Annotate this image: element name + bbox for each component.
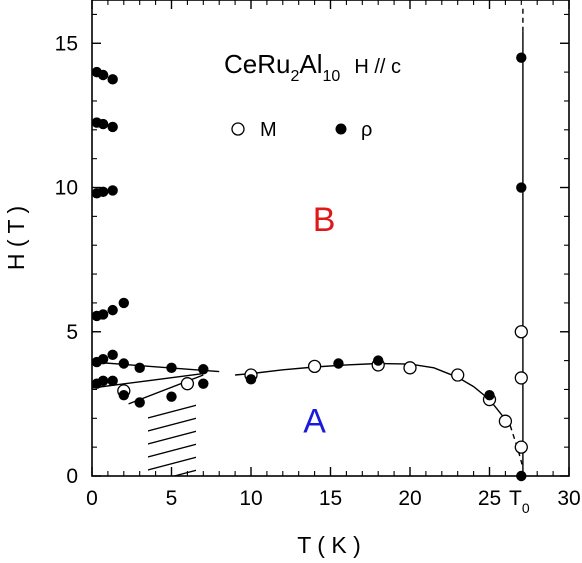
solid-boundary — [235, 362, 511, 426]
legend-label-m: M — [260, 119, 277, 141]
solid-boundary — [91, 361, 220, 373]
data-markers — [91, 52, 528, 482]
filled-marker-rho — [118, 358, 129, 369]
x-axis-label: T ( K ) — [297, 532, 360, 558]
filled-marker-rho — [166, 391, 177, 402]
filled-marker-rho — [97, 353, 109, 365]
hatch-line — [148, 441, 196, 460]
open-marker-m — [307, 359, 322, 374]
open-marker-m — [514, 371, 528, 385]
t0-tick-label: T0 — [509, 487, 530, 516]
filled-marker-rho — [97, 69, 109, 81]
filled-marker-rho — [516, 52, 527, 63]
hatch-line — [148, 454, 196, 473]
filled-marker-rho — [198, 364, 209, 375]
axis-ticks — [91, 0, 570, 477]
solid-boundary — [91, 372, 204, 389]
x-tick-label: 5 — [166, 487, 178, 510]
open-marker-m — [180, 377, 195, 391]
filled-marker-rho — [166, 362, 177, 374]
filled-marker-rho — [373, 355, 384, 366]
y-tick-label: 15 — [55, 32, 78, 55]
filled-marker-rho — [107, 304, 118, 316]
y-tick-labels: 0 5 10 15 — [55, 32, 78, 488]
filled-marker-rho — [107, 121, 118, 133]
filled-marker-rho — [198, 378, 209, 389]
filled-marker-rho — [107, 74, 118, 85]
y-tick-label: 0 — [66, 465, 78, 488]
open-marker-m — [451, 368, 465, 382]
filled-marker-rho — [97, 309, 109, 320]
hatch-line — [148, 467, 196, 476]
filled-marker-rho — [245, 374, 257, 385]
filled-marker-rho — [134, 397, 145, 408]
x-tick-label: 20 — [398, 487, 421, 510]
filled-marker-rho — [516, 182, 527, 193]
legend-marker-filled — [335, 123, 347, 135]
chart-title: CeRu2Al10 H // c — [224, 49, 401, 85]
y-tick-label: 10 — [55, 177, 78, 200]
filled-marker-rho — [516, 470, 527, 482]
x-tick-label: 30 — [557, 487, 580, 510]
filled-marker-rho — [97, 186, 109, 198]
filled-marker-rho — [333, 358, 344, 369]
x-tick-label: 0 — [86, 487, 98, 510]
legend-label-rho: ρ — [361, 119, 372, 141]
open-marker-m — [514, 440, 528, 454]
filled-marker-rho — [97, 375, 109, 386]
filled-marker-rho — [107, 349, 118, 361]
phase-label-a: A — [303, 403, 326, 441]
x-tick-labels: 0 5 10 15 20 25 30 — [86, 487, 581, 510]
filled-marker-rho — [107, 185, 118, 196]
filled-marker-rho — [118, 390, 129, 401]
filled-marker-rho — [118, 297, 129, 309]
hatch-line — [148, 428, 196, 447]
filled-marker-rho — [107, 375, 118, 386]
x-tick-label: 10 — [239, 487, 262, 510]
open-marker-m — [403, 361, 417, 375]
open-marker-m — [498, 414, 513, 428]
filled-marker-rho — [97, 118, 109, 130]
y-tick-label: 5 — [66, 321, 78, 344]
filled-marker-rho — [134, 362, 145, 374]
filled-marker-rho — [484, 390, 495, 401]
phase-label-b: B — [313, 201, 336, 239]
legend-marker-open — [231, 122, 245, 136]
legend: M ρ — [231, 119, 372, 141]
y-axis-label: H ( T ) — [3, 206, 29, 270]
x-tick-label: 25 — [478, 487, 501, 510]
open-marker-m — [514, 325, 528, 339]
hatch-line — [148, 402, 196, 421]
hatch-line — [148, 415, 196, 434]
x-tick-label: 15 — [319, 487, 342, 510]
